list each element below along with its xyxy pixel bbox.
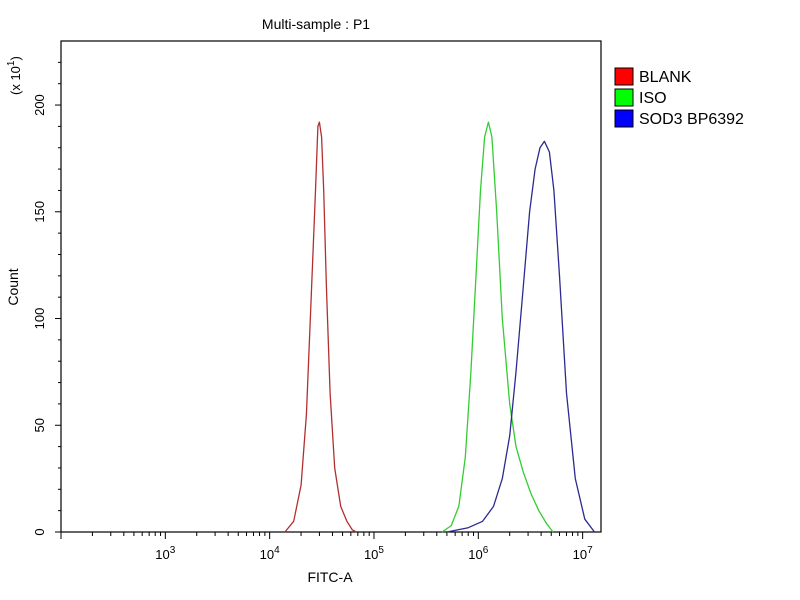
x-axis: 103 104 105 106 107	[60, 532, 593, 562]
series-lines	[284, 121, 596, 533]
legend-swatch	[614, 109, 634, 128]
plot-frame	[60, 40, 602, 533]
x-tick-label: 106	[468, 545, 488, 562]
y-tick-label: 50	[32, 418, 47, 432]
y-axis-multiplier-label: (x 101)	[6, 56, 23, 95]
y-tick-label: 0	[32, 528, 47, 535]
series-line-sod3-bp6392	[446, 140, 596, 533]
legend-label: BLANK	[639, 69, 692, 86]
y-tick-label: 100	[32, 308, 47, 330]
x-tick-label: 105	[364, 545, 384, 562]
legend-swatch	[614, 88, 634, 107]
y-axis-label: Count	[5, 268, 21, 305]
x-tick-label: 107	[573, 545, 593, 562]
legend-swatch	[614, 67, 634, 86]
y-tick-label: 150	[32, 201, 47, 223]
x-tick-label: 103	[155, 545, 175, 562]
y-tick-label: 200	[32, 94, 47, 116]
legend: BLANK ISO SOD3 BP6392	[614, 67, 744, 128]
x-tick-label: 104	[260, 545, 280, 562]
y-axis: 0 50 100 150 200	[32, 61, 61, 536]
chart-title: Multi-sample : P1	[262, 16, 370, 32]
legend-label: SOD3 BP6392	[639, 111, 744, 128]
series-line-iso	[441, 121, 554, 533]
series-line-blank	[284, 121, 357, 533]
x-axis-label: FITC-A	[307, 569, 353, 585]
legend-label: ISO	[639, 90, 667, 107]
